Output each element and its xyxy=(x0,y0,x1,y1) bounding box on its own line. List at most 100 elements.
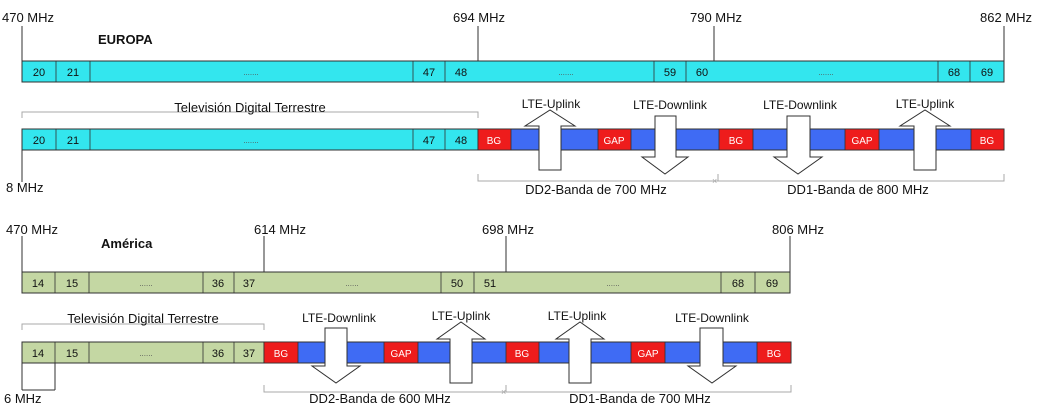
eu-bottom-ch-20: 20 xyxy=(33,135,45,147)
am-freq-start: 470 MHz xyxy=(6,222,58,237)
eu-guard-band-bg xyxy=(718,128,754,151)
am-top-channel-bar: 14 15 ...... 36 37 ...... 50 51 ...... 6… xyxy=(21,271,791,294)
am-dd2-bracket-cap: × xyxy=(501,387,506,397)
eu-gap-segment xyxy=(844,128,880,151)
eu-dd2-bracket xyxy=(477,174,719,182)
am-bottom-ch-37: 37 xyxy=(243,348,255,360)
eu-lte-uplink-label-2: LTE-Uplink xyxy=(896,97,955,111)
am-lte-downlink-label-1: LTE-Downlink xyxy=(302,311,377,325)
eu-uplink-arrow-1 xyxy=(523,109,577,171)
am-lte-uplink-label-1: LTE-Uplink xyxy=(432,309,491,323)
am-uplink-arrow-1 xyxy=(435,321,487,384)
am-top-ch-37: 37 xyxy=(243,278,255,290)
am-gap-label-1: GAP xyxy=(390,349,411,360)
am-bg-label-3: BG xyxy=(767,349,782,360)
am-top-ch-68: 68 xyxy=(732,278,744,290)
eu-freq-mid1: 694 MHz xyxy=(453,10,505,25)
am-lower-band: 14 15 ...... 36 37 BG GAP BG GAP BG xyxy=(21,341,792,364)
am-tv-label: Televisión Digital Terrestre xyxy=(67,311,219,326)
eu-downlink-arrow-1 xyxy=(640,115,690,175)
am-top-dots-3: ...... xyxy=(606,279,619,288)
eu-top-ch-69: 69 xyxy=(981,67,993,79)
am-bottom-dots-1: ...... xyxy=(139,349,152,358)
eu-top-ch-20: 20 xyxy=(33,67,45,79)
eu-bg-label-3: BG xyxy=(980,136,995,147)
eu-dd2-bracket-cap: × xyxy=(712,176,717,186)
eu-lower-band: 20 21 ....... 47 48 BG GAP BG GAP BG xyxy=(21,128,1005,151)
am-gap-segment xyxy=(630,341,666,364)
am-top-ch-50: 50 xyxy=(451,278,463,290)
eu-top-ch-48: 48 xyxy=(455,67,467,79)
am-region-label: América xyxy=(101,236,153,251)
am-lte-uplink-label-2: LTE-Uplink xyxy=(548,309,607,323)
eu-lte-downlink-label-2: LTE-Downlink xyxy=(763,98,838,112)
am-bg-label-2: BG xyxy=(515,349,530,360)
eu-gap-segment xyxy=(597,128,632,151)
am-lte-downlink-label-2: LTE-Downlink xyxy=(675,311,750,325)
europe-section: 470 MHz 694 MHz 790 MHz 862 MHz EUROPA 2… xyxy=(2,10,1032,197)
eu-top-ch-47: 47 xyxy=(423,67,435,79)
am-gap-segment xyxy=(383,341,419,364)
am-top-bar-background xyxy=(21,271,791,294)
eu-top-channel-bar: 20 21 ....... 47 48 ....... 59 60 ......… xyxy=(21,60,1005,83)
am-top-ch-36: 36 xyxy=(212,278,224,290)
am-dd2-label: DD2-Banda de 600 MHz xyxy=(309,391,451,406)
am-freq-end: 806 MHz xyxy=(772,222,824,237)
eu-dd1-label: DD1-Banda de 800 MHz xyxy=(787,182,929,197)
america-section: 470 MHz 614 MHz 698 MHz 806 MHz América … xyxy=(4,222,824,406)
am-guard-band-bg xyxy=(263,341,299,364)
am-tv-bracket xyxy=(21,323,265,330)
am-bg-label-1: BG xyxy=(274,349,289,360)
eu-dd2-label: DD2-Banda de 700 MHz xyxy=(525,182,667,197)
am-top-ch-15: 15 xyxy=(66,278,78,290)
eu-freq-mid2: 790 MHz xyxy=(690,10,742,25)
eu-bg-label-2: BG xyxy=(729,136,744,147)
am-top-ch-14: 14 xyxy=(32,278,44,290)
eu-lte-downlink-label-1: LTE-Downlink xyxy=(633,98,708,112)
am-downlink-arrow-1 xyxy=(310,327,362,384)
am-dd1-bracket xyxy=(505,385,792,393)
eu-bg-label-1: BG xyxy=(487,136,502,147)
am-downlink-arrow-2 xyxy=(686,327,738,384)
eu-gap-label-2: GAP xyxy=(851,136,872,147)
eu-bottom-ch-47: 47 xyxy=(423,135,435,147)
eu-lte-uplink-label-1: LTE-Uplink xyxy=(522,97,581,111)
eu-top-ch-60: 60 xyxy=(696,67,708,79)
eu-downlink-arrow-2 xyxy=(772,115,824,175)
am-uplink-arrow-2 xyxy=(554,321,606,384)
eu-top-bar-background xyxy=(21,60,1005,83)
am-top-dots-1: ...... xyxy=(139,279,152,288)
am-bottom-ch-15: 15 xyxy=(66,348,78,360)
eu-bottom-ch-21: 21 xyxy=(67,135,79,147)
am-bottom-ch-36: 36 xyxy=(212,348,224,360)
eu-top-ch-21: 21 xyxy=(67,67,79,79)
eu-freq-end: 862 MHz xyxy=(980,10,1032,25)
eu-top-ch-68: 68 xyxy=(948,67,960,79)
am-bottom-ch-14: 14 xyxy=(32,348,44,360)
eu-tv-label: Televisión Digital Terrestre xyxy=(174,100,326,115)
eu-dd1-bracket xyxy=(717,174,1005,182)
am-gap-label-2: GAP xyxy=(637,349,658,360)
eu-region-label: EUROPA xyxy=(98,32,153,47)
am-top-ch-51: 51 xyxy=(484,278,496,290)
eu-tv-bracket xyxy=(21,111,479,118)
am-guard-band-bg xyxy=(505,341,540,364)
eu-gap-label-1: GAP xyxy=(603,136,624,147)
eu-uplink-arrow-2 xyxy=(898,109,952,171)
eu-freq-start: 470 MHz xyxy=(2,10,54,25)
am-top-ch-69: 69 xyxy=(766,278,778,290)
am-freq-mid1: 614 MHz xyxy=(254,222,306,237)
eu-guard-band-bg xyxy=(477,128,512,151)
eu-top-dots-1: ....... xyxy=(243,68,259,77)
am-top-dots-2: ...... xyxy=(345,279,358,288)
eu-top-dots-3: ....... xyxy=(818,68,834,77)
am-dd1-label: DD1-Banda de 700 MHz xyxy=(569,391,711,406)
eu-top-dots-2: ....... xyxy=(558,68,574,77)
eu-guard-band-bg xyxy=(970,128,1005,151)
eu-bottom-ch-48: 48 xyxy=(455,135,467,147)
eu-top-ch-59: 59 xyxy=(664,67,676,79)
eu-bottom-dots-1: ....... xyxy=(243,136,259,145)
am-freq-mid2: 698 MHz xyxy=(482,222,534,237)
am-channel-width-label: 6 MHz xyxy=(4,391,42,406)
